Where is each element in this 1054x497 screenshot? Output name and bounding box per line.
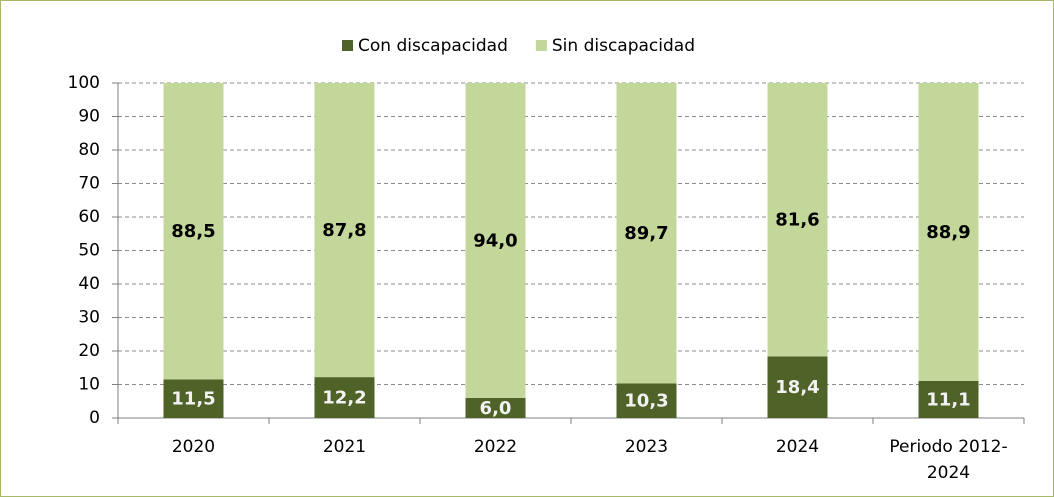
bar-segment: [163, 83, 224, 380]
bar-segment: [918, 380, 979, 418]
x-tick-label: Periodo 2012-2024: [889, 437, 1008, 483]
y-tick-label: 0: [89, 408, 100, 428]
data-label: 12,2: [322, 388, 366, 409]
data-label: 94,0: [473, 230, 517, 251]
x-tick-label: 2021: [322, 437, 367, 457]
x-tick-label: 2020: [171, 437, 216, 457]
bar-segment: [616, 383, 677, 418]
data-label: 18,4: [775, 377, 819, 398]
y-tick-label: 60: [78, 207, 100, 227]
y-tick-label: 30: [78, 308, 100, 328]
legend-swatch: [535, 40, 547, 51]
data-label: 89,7: [624, 223, 668, 244]
bar-segment: [314, 83, 375, 378]
bar-segment: [616, 83, 677, 384]
y-tick-label: 50: [78, 241, 100, 261]
legend-label: Con discapacidad: [358, 36, 508, 56]
x-tick-label: 2023: [624, 437, 669, 457]
data-label: 11,5: [171, 389, 215, 410]
bar-segment: [465, 83, 526, 398]
y-tick-label: 10: [78, 375, 100, 395]
legend-label: Sin discapacidad: [552, 36, 695, 56]
bar-segment: [918, 83, 979, 381]
bar-segment: [767, 356, 828, 418]
data-label: 88,9: [926, 222, 970, 243]
x-tick-label: 2024: [775, 437, 820, 457]
y-tick-label: 100: [68, 73, 100, 93]
data-label: 88,5: [171, 221, 215, 242]
legend-swatch: [342, 40, 353, 51]
data-label: 10,3: [624, 391, 668, 412]
data-label: 6,0: [480, 398, 512, 419]
x-tick-label: 2022: [473, 437, 518, 457]
data-label: 11,1: [926, 389, 970, 410]
data-label: 81,6: [775, 210, 819, 231]
y-tick-label: 90: [78, 107, 100, 127]
bar-segment: [314, 377, 375, 418]
bar-segment: [767, 83, 828, 357]
bar-segment: [465, 397, 526, 418]
y-tick-label: 20: [78, 341, 100, 361]
y-tick-label: 70: [78, 174, 100, 194]
y-tick-label: 80: [78, 140, 100, 160]
data-label: 87,8: [322, 220, 366, 241]
y-tick-label: 40: [78, 274, 100, 294]
bar-segment: [163, 379, 224, 418]
